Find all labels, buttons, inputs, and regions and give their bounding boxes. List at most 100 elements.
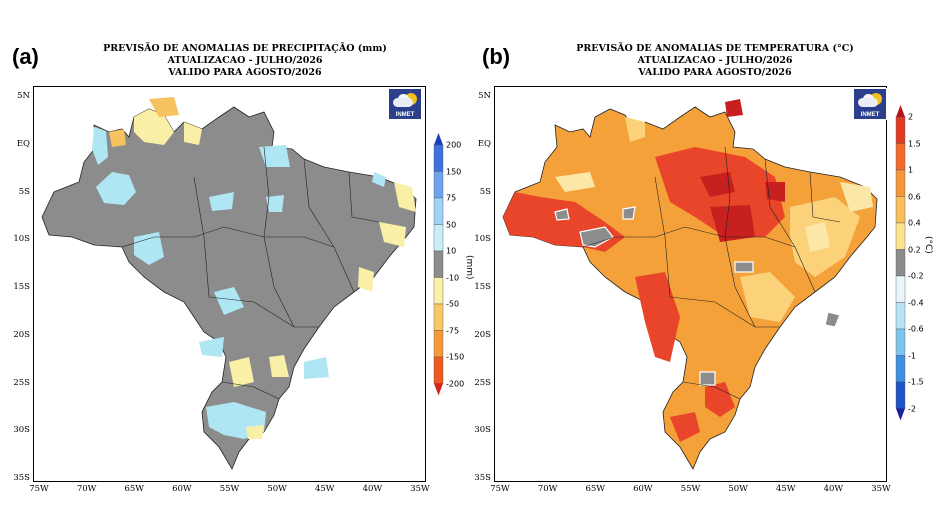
colorbar-segment bbox=[433, 171, 444, 199]
colorbar-tick-label: 200 bbox=[446, 140, 462, 150]
colorbar-segment bbox=[433, 356, 444, 384]
lon-tick-label: 55W bbox=[219, 484, 240, 494]
lat-tick-label: 35S bbox=[474, 473, 491, 483]
lon-tick-label: 40W bbox=[823, 484, 844, 494]
colorbar-unit: (°C) bbox=[923, 236, 933, 254]
lat-tick-label: 5S bbox=[18, 186, 30, 197]
lon-tick-label: 50W bbox=[267, 484, 287, 494]
precipitation-colorbar: 200 150 75 50 10 -10 -50 -75 -150 -200 bbox=[433, 132, 464, 397]
lat-tick-label: 30S bbox=[13, 425, 30, 436]
title-line-1: PREVISÃO DE ANOMALIAS DE PRECIPITAÇÃO (m… bbox=[103, 43, 387, 54]
colorbar-segment bbox=[895, 169, 906, 197]
logo-text: INMET bbox=[860, 112, 880, 118]
colorbar-segment bbox=[433, 303, 444, 331]
lat-tick-label: 20S bbox=[13, 329, 30, 340]
map-frame bbox=[494, 86, 887, 482]
temp-near-normal-areas bbox=[554, 206, 841, 386]
title-line-3: VALIDO PARA AGOSTO/2026 bbox=[638, 67, 792, 78]
colorbar-tick-label: 50 bbox=[446, 220, 457, 229]
logo-text: INMET bbox=[395, 112, 415, 118]
temperature-panel: (b) PREVISÃO DE ANOMALIAS DE TEMPERATURA… bbox=[470, 0, 940, 530]
lat-tick-label: 5N bbox=[17, 91, 30, 101]
colorbar-extend-top bbox=[434, 133, 443, 145]
lon-tick-label: 45W bbox=[775, 484, 796, 494]
colorbar-tick-label: -75 bbox=[446, 326, 460, 335]
precipitation-map bbox=[41, 97, 417, 470]
colorbar-tick-label: -1 bbox=[908, 351, 916, 360]
lon-tick-label: 75W bbox=[29, 484, 49, 494]
title-line-3: VALIDO PARA AGOSTO/2026 bbox=[168, 67, 322, 78]
lon-tick-label: 65W bbox=[585, 484, 606, 494]
title-line-1: PREVISÃO DE ANOMALIAS DE TEMPERATURA (°C… bbox=[576, 43, 854, 54]
colorbar-segment bbox=[895, 196, 906, 224]
lon-tick-label: 40W bbox=[362, 484, 383, 494]
colorbar-tick-label: -1.5 bbox=[908, 377, 924, 387]
colorbar-extend-top bbox=[896, 105, 905, 117]
lat-tick-label: 25S bbox=[474, 377, 491, 388]
colorbar-extend-bottom bbox=[896, 408, 905, 421]
temperature-map bbox=[502, 99, 878, 470]
colorbar-segment bbox=[895, 222, 906, 250]
colorbar-segment bbox=[433, 224, 444, 252]
lon-tick-label: 35W bbox=[871, 484, 891, 494]
panel-letter: (b) bbox=[482, 44, 511, 69]
lon-tick-label: 35W bbox=[410, 484, 430, 494]
colorbar-tick-label: 2 bbox=[908, 112, 914, 122]
panel-letter: (a) bbox=[12, 44, 39, 69]
lon-tick-label: 60W bbox=[633, 484, 653, 494]
lon-tick-label: 55W bbox=[680, 484, 701, 494]
lat-tick-label: 5S bbox=[479, 186, 491, 197]
colorbar-segment bbox=[895, 302, 906, 330]
colorbar-segment bbox=[895, 116, 906, 144]
inmet-logo: INMET bbox=[388, 88, 422, 120]
colorbar-tick-label: 1 bbox=[908, 165, 914, 175]
colorbar-tick-label: 0.4 bbox=[908, 218, 921, 228]
temp-hot-areas bbox=[503, 99, 785, 442]
colorbar-tick-label: 1.5 bbox=[908, 139, 921, 148]
lon-tick-label: 75W bbox=[490, 484, 510, 494]
map-title: PREVISÃO DE ANOMALIAS DE TEMPERATURA (°C… bbox=[530, 43, 900, 79]
lat-tick-label: 15S bbox=[13, 282, 30, 292]
colorbar-tick-label: -0.6 bbox=[908, 324, 924, 334]
state-borders bbox=[121, 146, 380, 400]
colorbar-tick-label: -150 bbox=[446, 352, 465, 362]
colorbar-segment bbox=[433, 197, 444, 225]
colorbar-segment bbox=[433, 144, 444, 172]
colorbar-segment bbox=[895, 355, 906, 383]
lat-tick-label: EQ bbox=[477, 138, 491, 149]
lat-tick-label: 20S bbox=[474, 329, 491, 340]
map-frame bbox=[33, 86, 426, 482]
title-line-2: ATUALIZACAO - JULHO/2026 bbox=[167, 55, 323, 66]
lat-tick-label: 30S bbox=[474, 425, 491, 436]
colorbar-tick-label: -0.4 bbox=[908, 298, 924, 307]
colorbar-tick-label: 0.6 bbox=[908, 192, 921, 201]
lon-tick-label: 45W bbox=[314, 484, 335, 494]
lon-tick-label: 70W bbox=[76, 484, 97, 494]
colorbar-segment bbox=[895, 143, 906, 171]
colorbar-segment bbox=[895, 275, 906, 303]
colorbar-tick-label: -50 bbox=[446, 299, 460, 309]
colorbar-segment bbox=[895, 328, 906, 356]
colorbar-tick-label: 75 bbox=[446, 193, 457, 203]
state-borders bbox=[582, 146, 841, 400]
lon-tick-label: 65W bbox=[124, 484, 145, 494]
colorbar-graphic bbox=[433, 133, 444, 396]
lat-tick-label: EQ bbox=[16, 138, 30, 149]
colorbar-extend-bottom bbox=[434, 383, 443, 396]
temperature-colorbar: 2 1.5 1 0.6 0.4 0.2 -0.2 -0.4 -0.6 -1 -1.5 -2 bbox=[895, 104, 924, 422]
lat-tick-label: 35S bbox=[13, 473, 30, 483]
colorbar-segment bbox=[895, 249, 906, 277]
colorbar-tick-label: -200 bbox=[446, 379, 465, 388]
lon-tick-label: 60W bbox=[172, 484, 192, 494]
lon-tick-label: 50W bbox=[728, 484, 748, 494]
colorbar-segment bbox=[433, 330, 444, 358]
map-title: PREVISÃO DE ANOMALIAS DE PRECIPITAÇÃO (m… bbox=[60, 43, 430, 79]
colorbar-tick-label: 0.2 bbox=[908, 245, 921, 254]
temp-mild-areas bbox=[555, 117, 873, 322]
lat-tick-label: 10S bbox=[474, 234, 491, 245]
colorbar-tick-label: 150 bbox=[446, 167, 462, 176]
inmet-logo: INMET bbox=[853, 88, 887, 120]
precip-negative-areas bbox=[109, 97, 416, 439]
colorbar-segment bbox=[433, 277, 444, 305]
precipitation-panel: (a) PREVISÃO DE ANOMALIAS DE PRECIPITAÇÃ… bbox=[12, 43, 474, 494]
